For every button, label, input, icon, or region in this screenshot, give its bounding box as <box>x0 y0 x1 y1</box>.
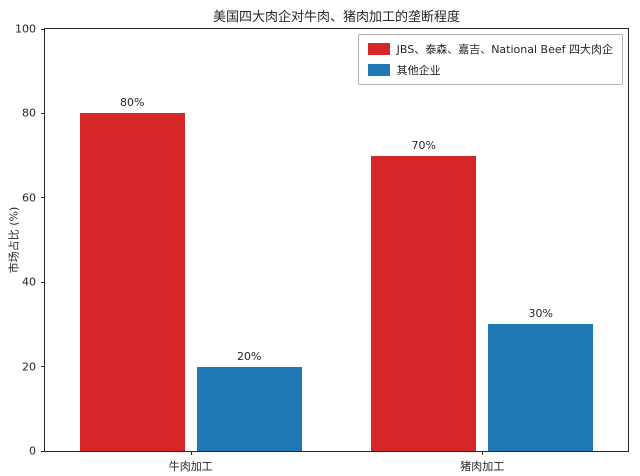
chart-title: 美国四大肉企对牛肉、猪肉加工的垄断程度 <box>212 10 460 25</box>
y-tick-label: 0 <box>29 444 36 458</box>
bar <box>196 366 302 451</box>
bar-value-label: 80% <box>120 96 145 110</box>
x-tick-mark <box>482 451 484 455</box>
plot-area: JBS、泰森、嘉吉、National Beef 四大肉企 其他企业 0 20 40 60… <box>15 23 629 473</box>
y-tick-mark <box>41 112 45 114</box>
legend: JBS、泰森、嘉吉、National Beef 四大肉企 其他企业 <box>357 34 623 85</box>
legend-swatch <box>367 43 390 55</box>
bar <box>79 113 185 451</box>
y-tick-mark <box>41 366 45 368</box>
bar <box>371 155 477 451</box>
x-tick-label: 牛肉加工 <box>168 460 213 473</box>
y-tick-mark <box>41 281 45 283</box>
bar-value-label: 30% <box>528 307 553 321</box>
y-tick-label: 80 <box>22 106 36 120</box>
y-tick-label: 20 <box>22 360 36 374</box>
y-tick-label: 100 <box>15 22 36 36</box>
legend-label: JBS、泰森、嘉吉、National Beef 四大肉企 <box>396 43 613 56</box>
y-tick-mark <box>41 28 45 30</box>
x-tick-mark <box>190 451 192 455</box>
y-tick-label: 40 <box>22 275 36 289</box>
y-tick-mark <box>41 197 45 199</box>
bar-value-label: 70% <box>411 138 436 152</box>
y-axis-label: 市场占比 (%) <box>7 206 21 274</box>
y-axis-label-area: 市场占比 (%) <box>0 28 26 452</box>
y-tick-mark <box>41 450 45 452</box>
x-tick-label: 猪肉加工 <box>460 460 505 473</box>
y-tick-label: 60 <box>22 191 36 205</box>
legend-item: JBS、泰森、嘉吉、National Beef 四大肉企 <box>367 41 613 57</box>
legend-item: 其他企业 <box>367 62 613 78</box>
bar <box>488 324 594 451</box>
bar-value-label: 20% <box>237 349 262 363</box>
legend-swatch <box>367 64 390 76</box>
legend-label: 其他企业 <box>396 64 441 77</box>
